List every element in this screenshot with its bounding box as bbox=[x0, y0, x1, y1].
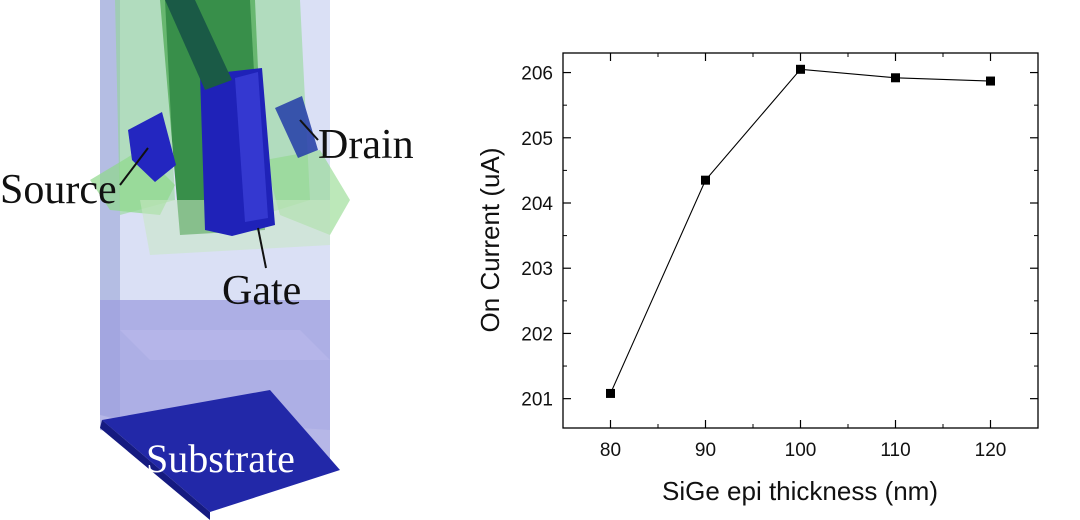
finfet-device-illustration: Source Drain Gate Substrate bbox=[0, 0, 414, 520]
y-axis-title: On Current (uA) bbox=[475, 148, 505, 333]
gate-label: Gate bbox=[222, 268, 301, 314]
x-tick-label: 100 bbox=[785, 440, 817, 461]
x-tick-label: 110 bbox=[880, 440, 910, 461]
gate-fin-top bbox=[165, 0, 232, 90]
y-tick-label: 201 bbox=[521, 390, 553, 411]
drain-label: Drain bbox=[318, 122, 414, 168]
x-tick-label: 80 bbox=[600, 440, 621, 461]
x-axis-title: SiGe epi thickness (nm) bbox=[662, 476, 938, 506]
axis-ticks bbox=[562, 53, 1039, 428]
drain-leader bbox=[299, 119, 319, 141]
substrate-plate bbox=[102, 390, 340, 512]
y-tick-label: 204 bbox=[521, 194, 553, 215]
substrate-plate-edge bbox=[100, 420, 210, 520]
plot-frame bbox=[562, 52, 1039, 429]
y-tick-label: 203 bbox=[521, 259, 553, 280]
data-point bbox=[606, 388, 615, 398]
y-tick-label: 205 bbox=[521, 129, 553, 150]
x-tick-label: 120 bbox=[975, 440, 1007, 461]
lower-oxide-step bbox=[120, 330, 330, 360]
data-point bbox=[986, 76, 995, 86]
drain-contact bbox=[275, 96, 318, 158]
series-line bbox=[609, 68, 991, 394]
source-leader bbox=[119, 147, 149, 186]
data-point bbox=[796, 64, 805, 74]
data-point bbox=[701, 175, 710, 185]
x-tick-label: 90 bbox=[695, 440, 716, 461]
substrate-label: Substrate bbox=[146, 436, 295, 481]
source-contact bbox=[128, 112, 176, 182]
gate-leader bbox=[257, 227, 267, 269]
on-current-chart: 80 90 100 110 120 201 202 203 204 205 206 SiGe epi… bbox=[475, 52, 1039, 506]
data-point bbox=[891, 73, 900, 83]
y-tick-label: 206 bbox=[521, 64, 553, 85]
y-tick-label: 202 bbox=[521, 324, 553, 345]
gate-metal-inner bbox=[235, 72, 268, 222]
axis-tick-labels: 80 90 100 110 120 201 202 203 204 205 206 bbox=[521, 64, 1006, 461]
series-markers bbox=[606, 64, 995, 398]
source-label: Source bbox=[0, 167, 117, 213]
